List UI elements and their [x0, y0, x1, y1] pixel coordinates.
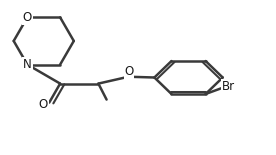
- Text: N: N: [23, 58, 32, 71]
- Text: O: O: [39, 98, 48, 111]
- Text: O: O: [23, 11, 32, 24]
- Text: O: O: [124, 65, 134, 78]
- Text: Br: Br: [221, 80, 235, 93]
